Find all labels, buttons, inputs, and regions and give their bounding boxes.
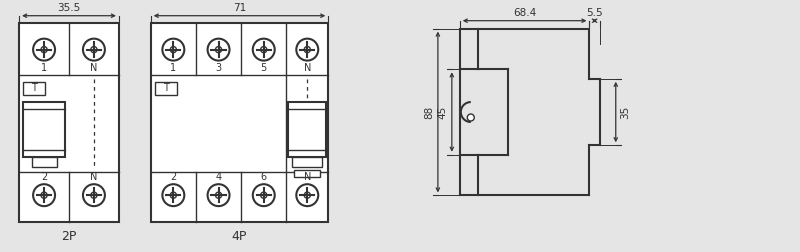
Text: T: T xyxy=(31,83,37,93)
Text: 45: 45 xyxy=(438,105,448,119)
Text: 35: 35 xyxy=(620,105,630,119)
Text: 4: 4 xyxy=(215,172,222,182)
Text: 5: 5 xyxy=(261,62,267,73)
Circle shape xyxy=(33,39,55,60)
Text: N: N xyxy=(303,172,311,182)
Text: N: N xyxy=(90,62,98,73)
Text: T: T xyxy=(162,83,169,93)
Circle shape xyxy=(207,39,230,60)
Circle shape xyxy=(162,39,184,60)
Text: N: N xyxy=(303,62,311,73)
Circle shape xyxy=(296,184,318,206)
Text: 6: 6 xyxy=(261,172,267,182)
Text: 88: 88 xyxy=(424,105,434,119)
Circle shape xyxy=(83,184,105,206)
Bar xyxy=(31,157,57,167)
Text: 4P: 4P xyxy=(232,230,247,242)
Text: 1: 1 xyxy=(170,62,177,73)
Circle shape xyxy=(253,184,274,206)
Bar xyxy=(288,103,326,157)
Circle shape xyxy=(253,39,274,60)
Bar xyxy=(292,157,322,167)
Text: 68.4: 68.4 xyxy=(513,8,536,18)
Bar xyxy=(294,170,321,177)
Circle shape xyxy=(296,39,318,60)
Bar xyxy=(154,81,177,96)
Bar xyxy=(23,81,45,96)
Bar xyxy=(23,103,65,157)
Text: N: N xyxy=(90,172,98,182)
Text: 2P: 2P xyxy=(62,230,77,242)
Circle shape xyxy=(83,39,105,60)
Text: 2: 2 xyxy=(41,172,47,182)
Circle shape xyxy=(467,114,474,121)
Text: 35.5: 35.5 xyxy=(58,3,81,13)
Circle shape xyxy=(33,184,55,206)
Text: 3: 3 xyxy=(215,62,222,73)
Circle shape xyxy=(162,184,184,206)
Text: 2: 2 xyxy=(170,172,177,182)
Bar xyxy=(19,23,119,222)
Text: 71: 71 xyxy=(233,3,246,13)
Text: 5.5: 5.5 xyxy=(586,8,603,18)
Bar xyxy=(150,23,328,222)
Circle shape xyxy=(207,184,230,206)
Text: 1: 1 xyxy=(41,62,47,73)
